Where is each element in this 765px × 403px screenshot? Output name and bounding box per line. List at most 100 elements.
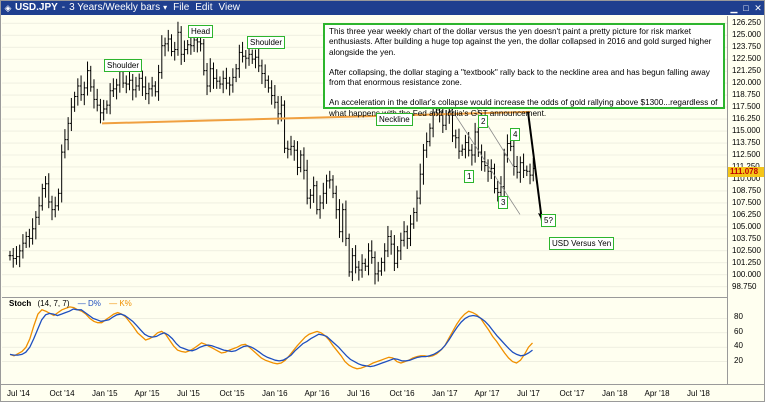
price-tick: 105.000 xyxy=(732,221,761,231)
price-bar xyxy=(283,100,286,154)
maximize-icon[interactable]: □ xyxy=(743,3,749,13)
time-tick: Oct '17 xyxy=(559,389,585,398)
price-bar xyxy=(412,207,416,229)
price-bar xyxy=(292,140,296,161)
menu-edit[interactable]: Edit xyxy=(195,2,213,13)
price-bar xyxy=(99,98,102,124)
price-bar xyxy=(115,78,118,100)
price-bar xyxy=(147,82,151,105)
minimize-icon[interactable]: ▁ xyxy=(730,3,738,13)
price-bar xyxy=(160,35,164,79)
price-bar xyxy=(464,134,467,159)
time-tick: Jan '16 xyxy=(262,389,288,398)
price-tick: 103.750 xyxy=(732,233,761,243)
price-bar xyxy=(128,69,131,91)
price-bar xyxy=(389,230,393,255)
price-bar xyxy=(328,170,332,189)
price-bar xyxy=(296,141,299,176)
price-tick: 98.750 xyxy=(732,281,757,291)
price-bar xyxy=(305,159,309,205)
label-right-shoulder: Shoulder xyxy=(247,36,286,49)
range-dropdown-icon[interactable]: ▾ xyxy=(163,3,168,12)
stochastic-chart[interactable] xyxy=(2,297,727,384)
price-bar xyxy=(321,182,325,210)
stoch-params: (14, 7, 7) xyxy=(37,299,70,308)
price-bar xyxy=(392,235,396,271)
price-bar xyxy=(108,83,112,115)
price-bar xyxy=(163,37,167,57)
price-bar xyxy=(221,70,225,94)
price-bar xyxy=(212,62,215,89)
price-bar xyxy=(11,247,15,268)
menu-file[interactable]: File xyxy=(173,2,190,13)
price-bar xyxy=(315,180,319,215)
price-bar xyxy=(347,233,351,277)
price-bar xyxy=(79,75,83,101)
price-bar xyxy=(493,163,496,194)
price-bar xyxy=(44,176,47,198)
price-bar xyxy=(480,144,483,171)
price-bar xyxy=(21,234,25,259)
price-axis: 126.250 125.000 123.750 122.500 121.250 120.0… xyxy=(727,16,765,384)
price-bar xyxy=(457,128,461,159)
price-bar xyxy=(218,76,222,89)
price-bar xyxy=(225,67,228,90)
time-tick: Jul '18 xyxy=(687,389,710,398)
price-bar xyxy=(34,211,38,240)
note-paragraph-3: An acceleration in the dollar's collapse… xyxy=(329,98,718,118)
close-icon[interactable]: ✕ xyxy=(754,3,762,13)
price-bar xyxy=(279,96,283,122)
label-wave-1: 1 xyxy=(464,170,475,183)
price-bar xyxy=(150,76,154,97)
price-bar xyxy=(380,257,383,276)
window-menu-icon[interactable]: ◈ xyxy=(4,3,12,13)
price-bar xyxy=(183,40,186,63)
price-bar xyxy=(308,189,312,209)
price-bar xyxy=(144,76,148,100)
price-bar xyxy=(31,218,35,245)
menu-view[interactable]: View xyxy=(218,2,241,13)
price-bar xyxy=(325,174,328,204)
price-bar xyxy=(89,65,93,92)
price-bar xyxy=(334,185,338,219)
price-bar xyxy=(60,144,64,203)
price-bar xyxy=(57,188,60,211)
price-bar xyxy=(86,61,89,96)
price-bar xyxy=(522,153,525,179)
price-bar xyxy=(515,155,519,179)
price-tick: 113.750 xyxy=(732,138,761,148)
price-bar xyxy=(134,76,138,98)
price-bar xyxy=(176,21,180,56)
price-bar xyxy=(299,150,303,173)
label-caption: USD Versus Yen xyxy=(549,237,615,250)
neckline xyxy=(101,110,531,125)
stoch-d-label: — D% xyxy=(77,299,101,308)
price-tick: 121.250 xyxy=(732,66,761,76)
price-bar xyxy=(47,173,51,209)
price-bar xyxy=(418,163,422,205)
price-bar xyxy=(69,97,73,132)
price-tick: 111.250 xyxy=(732,162,760,171)
price-bar xyxy=(205,62,209,96)
price-bar xyxy=(53,196,57,218)
price-bar xyxy=(50,195,54,221)
price-bar xyxy=(18,244,22,268)
price-bar xyxy=(179,26,183,65)
time-axis: Jul '14 Oct '14 Jan '15 Apr '15 Jul '15 Oct '… xyxy=(1,384,764,403)
price-bar xyxy=(344,200,348,247)
price-tick: 120.000 xyxy=(732,78,761,88)
time-tick: Jan '18 xyxy=(602,389,628,398)
note-paragraph-2: After collapsing, the dollar staging a "… xyxy=(329,67,710,88)
time-tick: Jul '16 xyxy=(347,389,370,398)
commentary-box: This three year weekly chart of the doll… xyxy=(323,23,725,118)
time-tick: Jan '15 xyxy=(92,389,118,398)
price-bar xyxy=(208,58,212,93)
range-title[interactable]: 3 Years/Weekly bars xyxy=(69,2,161,13)
price-bar xyxy=(157,64,160,101)
price-bar xyxy=(92,79,96,109)
price-chart[interactable] xyxy=(2,16,727,294)
price-tick: 116.250 xyxy=(732,114,761,124)
price-bar xyxy=(73,91,76,112)
price-bar xyxy=(267,75,270,93)
